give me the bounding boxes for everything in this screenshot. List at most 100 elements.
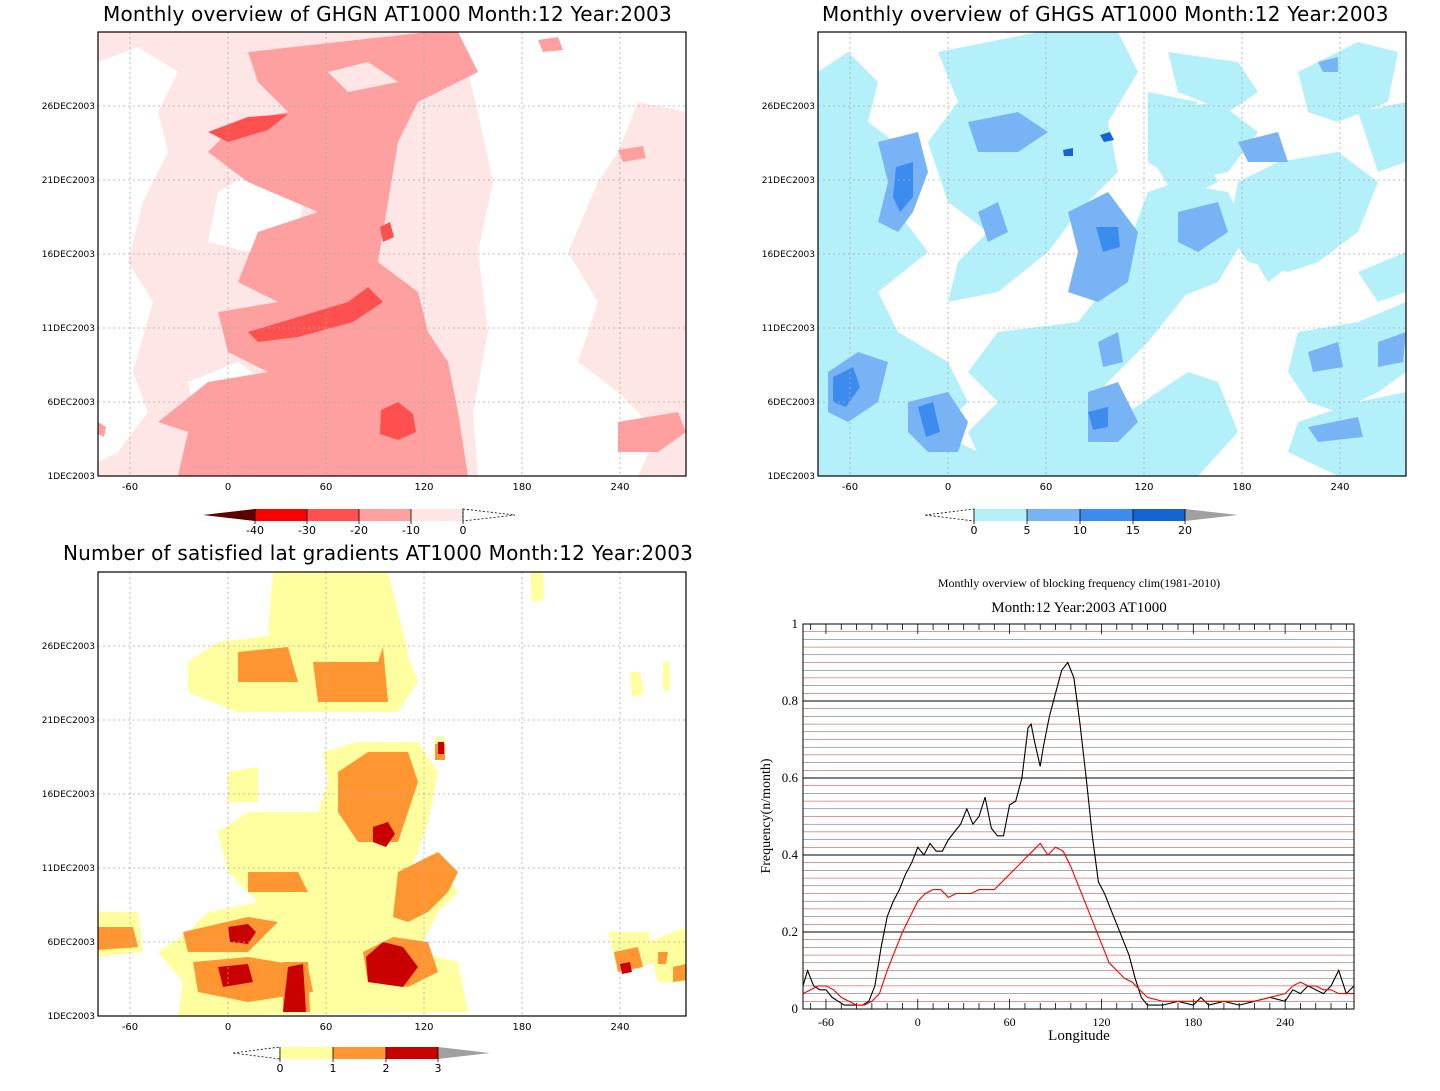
ghgn-frame [97, 31, 687, 477]
ghgn-colorbar: -40 -30 -20 -10 0 [203, 508, 516, 537]
freq-title: Monthly overview of blocking frequency c… [938, 576, 1220, 590]
ghgn-xtick: -60 [122, 482, 138, 493]
ghgs-cb-swatch [1027, 509, 1080, 521]
freq-ytick-label: 0.6 [782, 770, 799, 785]
freq-ytick-label: 0.4 [782, 847, 799, 862]
freq-xtick-label: 180 [1184, 1015, 1202, 1029]
freq-ytick-label: 0 [792, 1001, 799, 1016]
nsat-xtick: -60 [122, 1022, 138, 1033]
ghgn-ytick: 6DEC2003 [47, 398, 95, 408]
ghgs-ytick: 16DEC2003 [762, 250, 815, 260]
ghgs-level-10 [833, 162, 1120, 437]
nsat-ytick: 1DEC2003 [47, 1012, 95, 1022]
ghgn-cb-label: -10 [402, 524, 420, 537]
ghgn-plot: -60 0 60 120 180 240 1DEC2003 6DEC2003 1… [42, 31, 687, 493]
freq-ytick-label: 1 [792, 616, 799, 631]
nsat-xtick: 120 [414, 1022, 433, 1033]
ghgs-ytick: 1DEC2003 [767, 472, 815, 482]
ghgn-ytick: 16DEC2003 [42, 250, 95, 260]
ghgs-xtick: -60 [842, 482, 858, 493]
nsat-cb-swatch [438, 1047, 490, 1059]
ghgs-xtick: 120 [1134, 482, 1153, 493]
freq-subtitle: Month:12 Year:2003 AT1000 [991, 600, 1166, 616]
nsat-cb-label: 0 [277, 1062, 284, 1075]
ghgs-ytick: 11DEC2003 [762, 324, 815, 334]
freq-xtick-label: 0 [915, 1015, 921, 1029]
freq-series-line-0 [802, 661, 1355, 1006]
ghgn-xtick: 180 [512, 482, 531, 493]
nsat-level-2 [218, 742, 632, 1012]
freq-frame [802, 623, 1355, 1010]
nsat-cb-label: 2 [383, 1062, 390, 1075]
freq-xlabel: Longitude [1048, 1028, 1110, 1044]
ghgs-ytick: 6DEC2003 [767, 398, 815, 408]
ghgn-cb-swatch [255, 509, 307, 521]
ghgn-cb-swatch [203, 509, 255, 521]
ghgn-ytick: 11DEC2003 [42, 324, 95, 334]
ghgn-cb-swatch [411, 509, 463, 521]
ghgn-ytick: 26DEC2003 [42, 102, 95, 112]
nsat-grid [98, 572, 686, 1016]
ghgs-cb-open-end [924, 508, 975, 522]
ghgn-level-20 [208, 114, 416, 440]
ghgs-cb-label: 20 [1178, 524, 1192, 537]
freq-xtick-label: -60 [818, 1015, 834, 1029]
ghgn-grid [98, 32, 686, 476]
ghgs-cb-label: 10 [1073, 524, 1087, 537]
nsat-ytick: 16DEC2003 [42, 790, 95, 800]
ghgn-title: Monthly overview of GHGN AT1000 Month:12… [103, 2, 672, 26]
ghgs-xtick: 180 [1232, 482, 1251, 493]
ghgn-cb-open-end [462, 508, 516, 522]
ghgn-cb-label: -20 [350, 524, 368, 537]
nsat-cb-swatch [386, 1047, 438, 1059]
nsat-cb-open-end [232, 1046, 281, 1060]
ghgs-plot: -60 0 60 120 180 240 1DEC2003 6DEC2003 1… [762, 31, 1407, 493]
freq-ytick-label: 0.2 [782, 924, 798, 939]
ghgs-ytick: 26DEC2003 [762, 102, 815, 112]
ghgn-xtick: 60 [320, 482, 333, 493]
nsat-xtick: 240 [610, 1022, 629, 1033]
freq-series [802, 661, 1355, 1006]
nsat-ytick: 26DEC2003 [42, 642, 95, 652]
ghgn-ytick: 1DEC2003 [47, 472, 95, 482]
ghgn-xtick: 120 [414, 482, 433, 493]
nsat-xtick: 60 [320, 1022, 333, 1033]
ghgn-cb-swatch [307, 509, 359, 521]
nsat-plot: -60 0 60 120 180 240 1DEC2003 6DEC2003 1… [42, 571, 687, 1033]
nsat-ytick: 6DEC2003 [47, 938, 95, 948]
ghgs-cb-label: 5 [1024, 524, 1031, 537]
freq-xtick-label: 120 [1092, 1015, 1110, 1029]
ghgs-cb-swatch [1185, 509, 1238, 521]
ghgs-colorbar: 0 5 10 15 20 [924, 508, 1238, 537]
ghgn-cb-swatch [359, 509, 411, 521]
freq-reference-lines [803, 631, 1354, 1002]
freq-plot: Monthly overview of blocking frequency c… [759, 576, 1355, 1044]
ghgs-xtick: 240 [1330, 482, 1349, 493]
freq-xtick-label: 240 [1276, 1015, 1294, 1029]
ghgs-cb-swatch [974, 509, 1027, 521]
freq-xtick-label: 60 [1004, 1015, 1016, 1029]
nsat-cb-swatch [280, 1047, 333, 1059]
ghgs-cb-swatch [1080, 509, 1133, 521]
freq-ytick-label: 0.8 [782, 693, 798, 708]
ghgs-title: Monthly overview of GHGS AT1000 Month:12… [822, 2, 1389, 26]
ghgs-xtick: 60 [1040, 482, 1053, 493]
nsat-ytick: 11DEC2003 [42, 864, 95, 874]
nsat-xtick: 0 [225, 1022, 231, 1033]
ghgs-cb-swatch [1133, 509, 1185, 521]
ghgs-level-15 [1063, 132, 1114, 156]
nsat-cb-label: 1 [330, 1062, 337, 1075]
nsat-colorbar: 0 1 2 3 [232, 1046, 490, 1075]
freq-ylabel: Frequency(n/month) [759, 758, 774, 873]
ghgn-xtick: 0 [225, 482, 231, 493]
freq-series-line-1 [802, 842, 1354, 1006]
nsat-title: Number of satisfied lat gradients AT1000… [63, 541, 694, 565]
ghgs-frame [817, 31, 1407, 477]
ghgs-cb-label: 0 [971, 524, 978, 537]
nsat-cb-label: 3 [435, 1062, 442, 1075]
ghgn-cb-label: -30 [298, 524, 316, 537]
ghgn-ytick: 21DEC2003 [42, 176, 95, 186]
ghgn-cb-label: -40 [246, 524, 264, 537]
ghgn-xtick: 240 [610, 482, 629, 493]
ghgs-xtick: 0 [945, 482, 951, 493]
